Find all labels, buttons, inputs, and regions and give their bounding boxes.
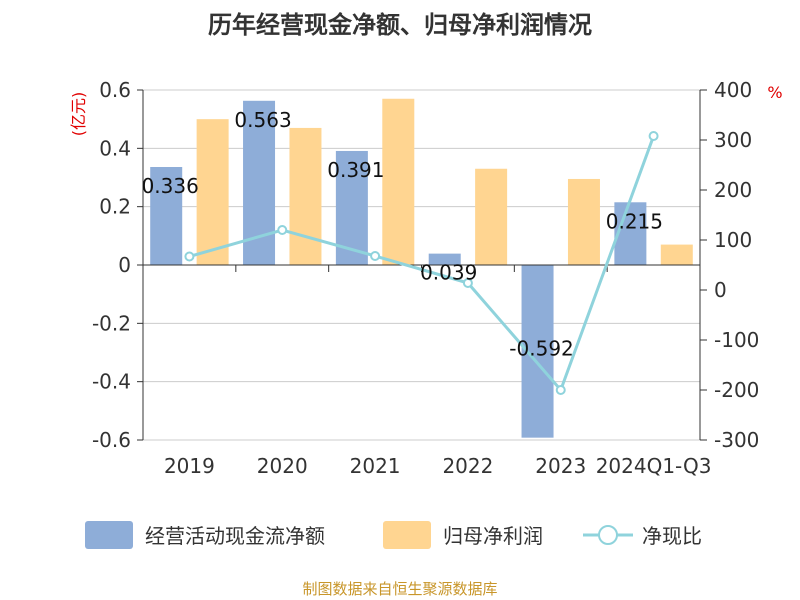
line-point xyxy=(648,131,659,141)
y-tick-right: -200 xyxy=(714,378,759,402)
data-label: 0.563 xyxy=(234,108,291,132)
legend: 经营活动现金流净额 归母净利润 净现比 xyxy=(85,521,702,549)
y-tick-left: 0.4 xyxy=(99,136,131,160)
x-tick-label: 2020 xyxy=(257,454,308,478)
x-tick-label: 2024Q1-Q3 xyxy=(596,454,712,478)
y-tick-right: 0 xyxy=(714,278,727,302)
line-point xyxy=(277,225,288,235)
label-layer: 0.336 0.563 0.391 0.039 -0.592 0.215 xyxy=(142,108,663,361)
y-tick-left: -0.4 xyxy=(92,370,131,394)
y-tick-left: 0.2 xyxy=(99,195,131,219)
legend-label-ratio: 净现比 xyxy=(642,524,702,548)
y-tick-right: 100 xyxy=(714,228,752,252)
line-layer xyxy=(184,131,659,395)
y-axis-right-label: % xyxy=(767,83,782,102)
data-label: 0.391 xyxy=(327,158,384,182)
y-tick-right: 400 xyxy=(714,78,752,102)
bar-cashflow xyxy=(614,202,647,265)
data-label: 0.336 xyxy=(142,174,199,198)
line-point xyxy=(462,278,473,288)
legend-swatch-cashflow xyxy=(85,521,133,549)
y-tick-right: -100 xyxy=(714,328,759,352)
y-tick-right: 300 xyxy=(714,128,752,152)
data-label: 0.215 xyxy=(606,209,663,233)
y-axis-left-label: (亿元) xyxy=(69,92,88,137)
legend-swatch-net-profit xyxy=(383,521,431,549)
x-tick-label: 2019 xyxy=(164,454,215,478)
x-tick-label: 2021 xyxy=(350,454,401,478)
y-tick-right: -300 xyxy=(714,428,759,452)
legend-marker-ratio xyxy=(598,525,618,545)
legend-label-cashflow: 经营活动现金流净额 xyxy=(145,524,325,548)
data-label: 0.039 xyxy=(420,261,477,285)
bar-net-profit xyxy=(660,244,693,265)
bar-net-profit xyxy=(567,178,600,265)
bar-net-profit xyxy=(196,119,229,266)
line-ratio xyxy=(189,135,655,393)
bar-cashflow xyxy=(428,253,461,265)
data-label: -0.592 xyxy=(509,337,573,361)
chart-title: 历年经营现金净额、归母净利润情况 xyxy=(208,11,592,39)
legend-label-net-profit: 归母净利润 xyxy=(443,524,543,548)
source-note: 制图数据来自恒生聚源数据库 xyxy=(302,580,497,598)
line-point xyxy=(370,251,381,261)
axis-layer: 0.6 0.4 0.2 0 -0.2 -0.4 -0.6 400 300 200 100 0 -100 -… xyxy=(92,78,759,478)
bar-cashflow xyxy=(150,167,183,265)
bar-net-profit xyxy=(475,168,508,265)
x-tick-label: 2022 xyxy=(442,454,493,478)
line-point xyxy=(555,385,566,395)
y-tick-left: -0.6 xyxy=(92,428,131,452)
y-tick-right: 200 xyxy=(714,178,752,202)
bar-net-profit xyxy=(289,127,322,266)
y-tick-left: -0.2 xyxy=(92,311,131,335)
line-point xyxy=(184,251,195,262)
y-tick-left: 0.6 xyxy=(99,78,131,102)
y-tick-left: 0 xyxy=(118,253,131,277)
x-tick-label: 2023 xyxy=(535,454,586,478)
bar-net-profit xyxy=(382,98,415,265)
